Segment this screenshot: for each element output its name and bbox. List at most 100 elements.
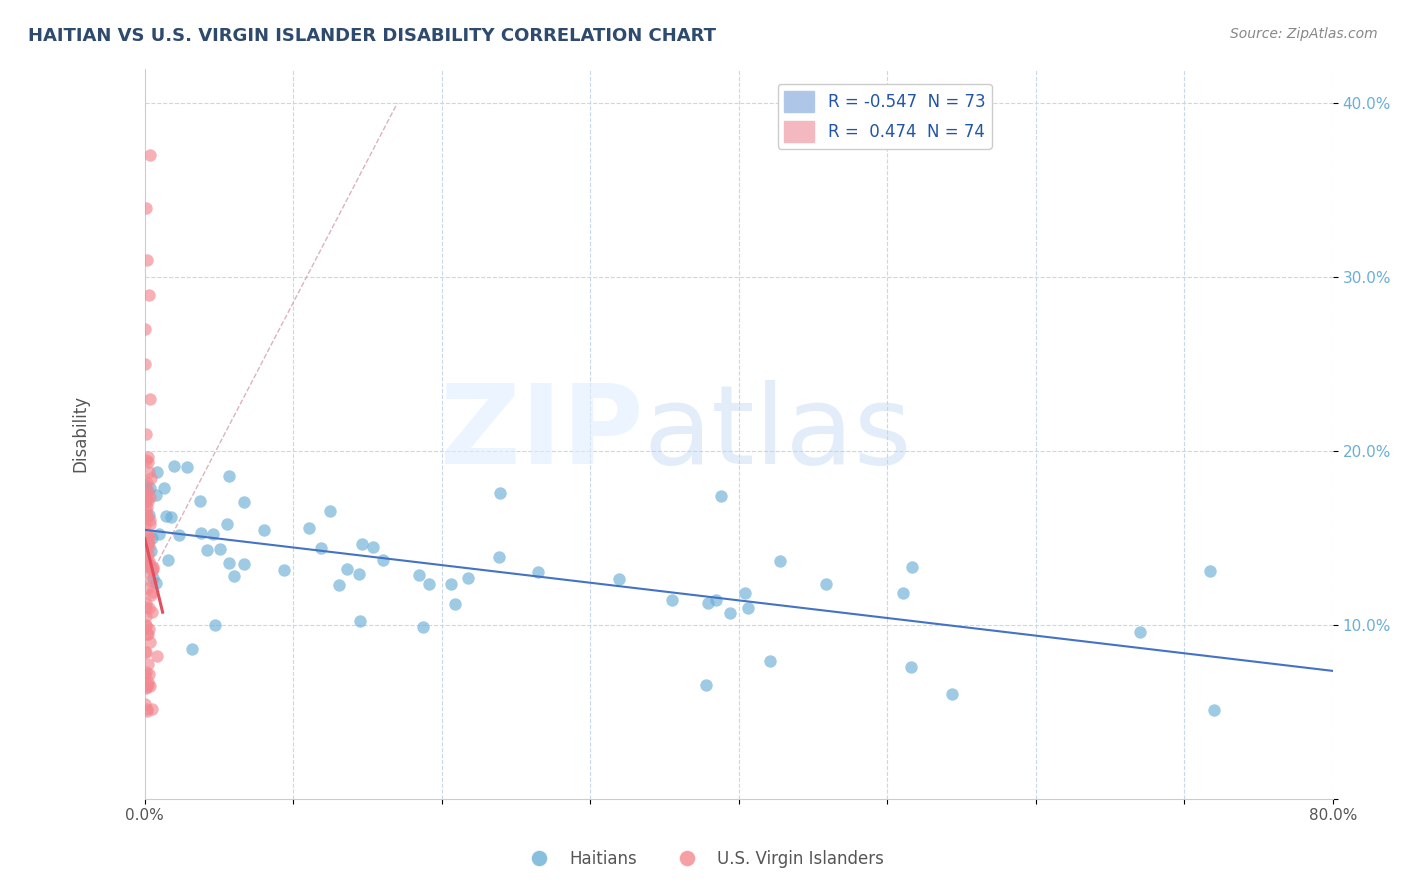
Point xyxy=(141,585,163,599)
Point xyxy=(135,608,157,623)
Point xyxy=(141,702,163,716)
Point xyxy=(1202,703,1225,717)
Point xyxy=(139,148,162,162)
Point xyxy=(136,526,159,541)
Point xyxy=(155,509,177,524)
Point xyxy=(814,577,837,591)
Point xyxy=(139,679,162,693)
Point xyxy=(769,554,792,568)
Point xyxy=(900,560,922,574)
Point xyxy=(204,617,226,632)
Point xyxy=(135,599,157,614)
Point xyxy=(141,588,163,602)
Point xyxy=(335,562,357,576)
Point xyxy=(134,552,156,566)
Point xyxy=(134,668,156,682)
Point xyxy=(136,657,159,671)
Point xyxy=(737,601,759,615)
Point xyxy=(146,465,169,479)
Point xyxy=(135,493,157,508)
Point xyxy=(349,614,371,628)
Point xyxy=(1198,564,1220,578)
Point xyxy=(222,569,245,583)
Point xyxy=(412,620,434,634)
Point xyxy=(609,572,631,586)
Point xyxy=(408,567,430,582)
Point xyxy=(418,577,440,591)
Point xyxy=(148,527,170,541)
Point xyxy=(135,619,157,633)
Point xyxy=(527,566,550,580)
Point xyxy=(718,606,741,620)
Point xyxy=(136,566,159,580)
Point xyxy=(138,539,160,553)
Point xyxy=(135,482,157,496)
Point xyxy=(134,518,156,533)
Point xyxy=(138,287,160,301)
Point xyxy=(347,566,370,581)
Point xyxy=(734,586,756,600)
Point xyxy=(941,687,963,701)
Point xyxy=(136,678,159,692)
Point xyxy=(134,645,156,659)
Point xyxy=(139,574,162,588)
Text: atlas: atlas xyxy=(644,380,912,487)
Point xyxy=(361,541,384,555)
Point xyxy=(352,537,374,551)
Point xyxy=(134,322,156,336)
Point xyxy=(135,252,157,267)
Point xyxy=(145,488,167,502)
Point xyxy=(141,531,163,545)
Point xyxy=(138,465,160,479)
Point xyxy=(136,701,159,715)
Text: ZIP: ZIP xyxy=(440,380,644,487)
Legend: Haitians, U.S. Virgin Islanders: Haitians, U.S. Virgin Islanders xyxy=(516,844,890,875)
Point xyxy=(136,536,159,550)
Point xyxy=(136,494,159,508)
Point xyxy=(273,563,295,577)
Point xyxy=(488,550,510,565)
Point xyxy=(138,622,160,636)
Point xyxy=(136,704,159,718)
Point xyxy=(696,596,718,610)
Point xyxy=(218,556,240,570)
Point xyxy=(138,490,160,504)
Point xyxy=(135,596,157,610)
Point xyxy=(146,649,169,664)
Point xyxy=(134,697,156,711)
Point xyxy=(156,553,179,567)
Point xyxy=(135,681,157,696)
Point xyxy=(759,654,782,668)
Point xyxy=(135,476,157,491)
Point xyxy=(135,487,157,501)
Point xyxy=(710,489,733,503)
Point xyxy=(190,493,212,508)
Point xyxy=(190,525,212,540)
Point xyxy=(142,560,165,574)
Point xyxy=(138,600,160,615)
Point xyxy=(138,556,160,570)
Legend: R = -0.547  N = 73, R =  0.474  N = 74: R = -0.547 N = 73, R = 0.474 N = 74 xyxy=(778,84,991,149)
Point xyxy=(167,528,190,542)
Point xyxy=(1129,624,1152,639)
Text: HAITIAN VS U.S. VIRGIN ISLANDER DISABILITY CORRELATION CHART: HAITIAN VS U.S. VIRGIN ISLANDER DISABILI… xyxy=(28,27,716,45)
Point xyxy=(138,581,160,595)
Point xyxy=(661,593,683,607)
Point xyxy=(136,547,159,561)
Point xyxy=(135,665,157,679)
Point xyxy=(309,541,332,555)
Point xyxy=(135,201,157,215)
Point xyxy=(159,509,181,524)
Point xyxy=(135,617,157,632)
Point xyxy=(138,508,160,523)
Y-axis label: Disability: Disability xyxy=(72,395,89,472)
Point xyxy=(176,459,198,474)
Point xyxy=(142,571,165,585)
Point xyxy=(181,642,204,657)
Point xyxy=(318,504,340,518)
Point xyxy=(138,483,160,498)
Point xyxy=(141,605,163,619)
Point xyxy=(141,563,163,577)
Point xyxy=(142,562,165,576)
Point xyxy=(135,500,157,514)
